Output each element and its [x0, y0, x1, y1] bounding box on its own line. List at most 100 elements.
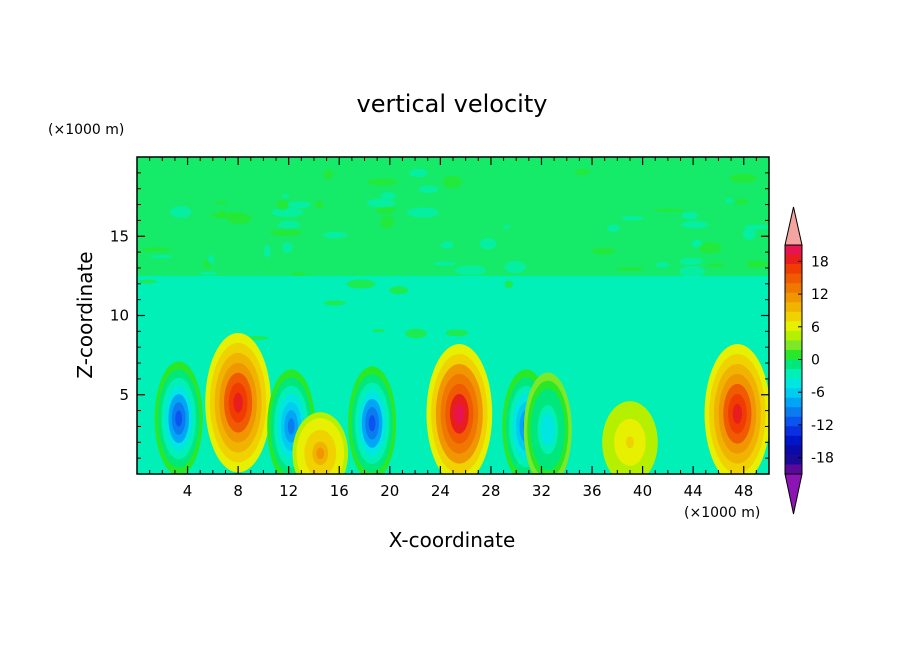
cell-3 — [292, 412, 349, 474]
texture-blob — [323, 231, 348, 239]
cell-8 — [602, 401, 658, 474]
texture-blob — [502, 225, 511, 229]
texture-blob — [723, 328, 732, 334]
colorbar-swatch — [785, 388, 802, 399]
texture-blob — [323, 300, 346, 306]
texture-blob — [418, 185, 439, 194]
colorbar-swatch — [785, 454, 802, 465]
y-tick-label: 10 — [110, 307, 129, 325]
texture-blob — [209, 212, 243, 219]
colorbar-tick-label: 12 — [811, 287, 829, 303]
texture-blob — [504, 261, 526, 274]
texture-blob — [679, 265, 705, 277]
texture-blob — [170, 206, 192, 219]
chart-title: vertical velocity — [357, 90, 548, 118]
colorbar-swatch — [785, 321, 802, 332]
texture-blob — [445, 329, 469, 337]
texture-blob — [199, 271, 217, 276]
colorbar-swatch — [785, 292, 802, 303]
contour-level — [175, 410, 183, 427]
texture-blob — [305, 344, 333, 351]
y-unit-label: (×1000 m) — [48, 122, 124, 138]
texture-blob — [276, 199, 289, 211]
y-axis-label: Z-coordinate — [73, 251, 97, 378]
texture-blob — [138, 279, 157, 284]
colorbar-swatch — [785, 435, 802, 446]
texture-blob — [576, 341, 587, 348]
colorbar-tick-label: 18 — [811, 254, 829, 270]
contour-level — [544, 421, 552, 438]
colorbar-swatch — [785, 416, 802, 427]
texture-blob — [616, 267, 644, 271]
texture-blob — [141, 247, 172, 252]
texture-blob — [535, 292, 544, 305]
texture-blob — [655, 262, 670, 268]
cell-1 — [205, 332, 271, 473]
texture-blob — [472, 333, 484, 342]
colorbar-swatch — [785, 426, 802, 437]
texture-blob — [302, 280, 330, 289]
texture-blob — [681, 220, 709, 229]
colorbar-swatch — [785, 359, 802, 370]
texture-blob — [278, 220, 300, 229]
cell-4 — [348, 366, 397, 474]
colorbar-lower-extend — [784, 473, 803, 515]
texture-blob — [542, 292, 577, 300]
texture-blob — [315, 200, 324, 209]
texture-blob — [670, 310, 700, 324]
texture-blob — [706, 263, 726, 268]
texture-blob — [454, 265, 487, 276]
texture-blob — [185, 285, 211, 298]
texture-blob — [698, 242, 722, 254]
colorbar-tick-label: -12 — [811, 418, 834, 434]
texture-blob — [367, 178, 398, 186]
y-tick-label: 15 — [110, 227, 129, 245]
colorbar: 18 12 6 0 -6 -12 -18 — [784, 206, 834, 515]
colorbar-swatch — [785, 283, 802, 294]
colorbar-swatch — [785, 349, 802, 360]
colorbar-swatch — [785, 311, 802, 322]
texture-blob — [652, 208, 685, 212]
texture-blob — [349, 303, 378, 308]
colorbar-tick-label: 0 — [811, 353, 820, 369]
texture-blob — [150, 255, 172, 259]
velocity-field — [137, 157, 769, 474]
texture-blob — [742, 227, 756, 240]
texture-blob — [168, 296, 189, 305]
x-tick-label: 28 — [481, 482, 500, 500]
contour-level — [233, 392, 243, 413]
x-axis: 4 8 12 16 20 24 28 32 36 40 44 48 — [149, 157, 757, 500]
texture-blob — [181, 316, 214, 327]
texture-blob — [745, 260, 769, 268]
x-tick-label: 40 — [633, 482, 652, 500]
texture-blob — [478, 340, 495, 346]
texture-blob — [589, 317, 618, 329]
texture-blob — [214, 200, 228, 205]
y-axis: 5 10 15 — [110, 172, 769, 459]
colorbar-swatch — [785, 464, 802, 475]
colorbar-swatch — [785, 407, 802, 418]
texture-blob — [687, 282, 700, 287]
texture-blob — [372, 329, 386, 333]
texture-blob — [287, 201, 311, 209]
contour-level — [732, 403, 743, 424]
texture-blob — [263, 244, 271, 258]
colorbar-tick-label: -6 — [811, 385, 825, 401]
x-tick-label: 20 — [380, 482, 399, 500]
texture-blob — [433, 261, 457, 266]
colorbar-upper-extend — [784, 206, 803, 246]
x-tick-label: 8 — [233, 482, 243, 500]
y-tick-label: 5 — [119, 386, 129, 404]
texture-blob — [735, 198, 748, 205]
colorbar-swatch — [785, 254, 802, 265]
texture-blob — [607, 224, 620, 232]
texture-blob — [479, 238, 497, 250]
contour-level — [454, 403, 465, 424]
colorbar-swatch — [785, 273, 802, 284]
texture-blob — [621, 216, 644, 221]
colorbar-tick-label: -18 — [811, 451, 834, 467]
texture-blob — [380, 215, 394, 229]
texture-blob — [729, 173, 757, 183]
colorbar-swatch — [785, 330, 802, 341]
texture-blob — [389, 286, 409, 295]
